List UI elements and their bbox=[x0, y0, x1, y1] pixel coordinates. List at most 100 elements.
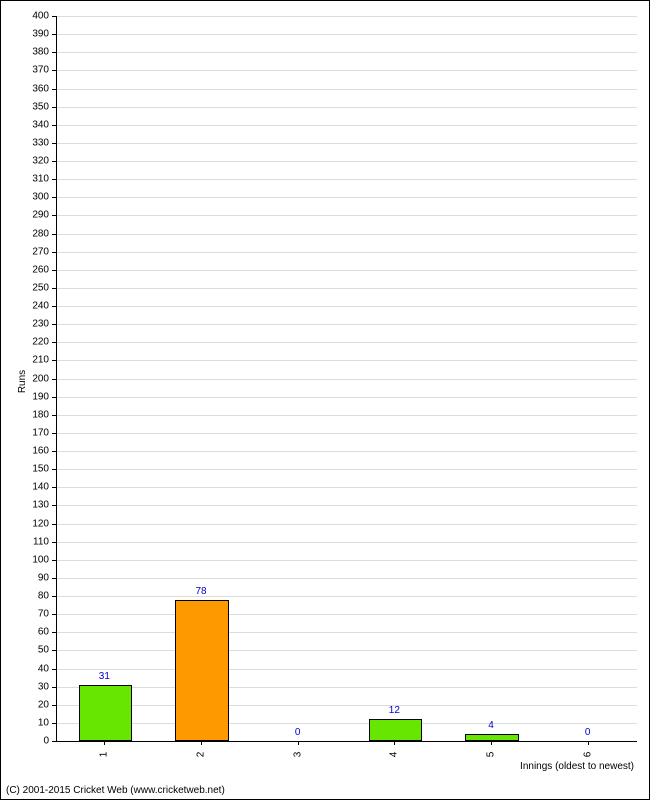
y-tick bbox=[52, 234, 56, 235]
y-tick bbox=[52, 469, 56, 470]
grid-line bbox=[57, 107, 637, 108]
y-tick-label: 330 bbox=[9, 137, 49, 148]
y-tick bbox=[52, 360, 56, 361]
y-tick-label: 280 bbox=[9, 228, 49, 239]
y-tick bbox=[52, 197, 56, 198]
bar bbox=[79, 685, 132, 741]
grid-line bbox=[57, 89, 637, 90]
y-tick bbox=[52, 161, 56, 162]
y-tick bbox=[52, 433, 56, 434]
y-tick bbox=[52, 16, 56, 17]
grid-line bbox=[57, 487, 637, 488]
y-tick-label: 50 bbox=[9, 645, 49, 656]
y-tick bbox=[52, 397, 56, 398]
y-tick bbox=[52, 669, 56, 670]
y-tick-label: 300 bbox=[9, 192, 49, 203]
y-tick-label: 0 bbox=[9, 736, 49, 747]
grid-line bbox=[57, 252, 637, 253]
grid-line bbox=[57, 324, 637, 325]
y-tick bbox=[52, 596, 56, 597]
y-tick bbox=[52, 687, 56, 688]
grid-line bbox=[57, 596, 637, 597]
y-tick bbox=[52, 306, 56, 307]
y-tick-label: 270 bbox=[9, 246, 49, 257]
grid-line bbox=[57, 524, 637, 525]
y-tick-label: 120 bbox=[9, 518, 49, 529]
grid-line bbox=[57, 397, 637, 398]
y-tick-label: 260 bbox=[9, 264, 49, 275]
y-tick bbox=[52, 524, 56, 525]
y-tick bbox=[52, 741, 56, 742]
y-tick-label: 340 bbox=[9, 119, 49, 130]
x-tick bbox=[588, 741, 589, 745]
y-tick-label: 150 bbox=[9, 464, 49, 475]
grid-line bbox=[57, 52, 637, 53]
y-tick bbox=[52, 705, 56, 706]
y-tick-label: 190 bbox=[9, 391, 49, 402]
y-tick bbox=[52, 632, 56, 633]
y-tick-label: 30 bbox=[9, 681, 49, 692]
y-tick bbox=[52, 143, 56, 144]
y-tick bbox=[52, 252, 56, 253]
y-tick bbox=[52, 107, 56, 108]
y-tick-label: 380 bbox=[9, 47, 49, 58]
y-tick bbox=[52, 125, 56, 126]
grid-line bbox=[57, 288, 637, 289]
y-tick-label: 200 bbox=[9, 373, 49, 384]
grid-line bbox=[57, 578, 637, 579]
bar-value-label: 31 bbox=[99, 671, 110, 682]
bar-value-label: 78 bbox=[195, 586, 206, 597]
x-tick bbox=[394, 741, 395, 745]
y-tick bbox=[52, 215, 56, 216]
grid-line bbox=[57, 379, 637, 380]
y-tick bbox=[52, 288, 56, 289]
bar bbox=[369, 719, 422, 741]
grid-line bbox=[57, 70, 637, 71]
grid-line bbox=[57, 433, 637, 434]
grid-line bbox=[57, 650, 637, 651]
y-tick-label: 160 bbox=[9, 446, 49, 457]
chart-container: Runs Innings (oldest to newest) (C) 2001… bbox=[0, 0, 650, 800]
grid-line bbox=[57, 705, 637, 706]
x-tick-label: 2 bbox=[196, 752, 207, 758]
y-tick bbox=[52, 451, 56, 452]
y-tick-label: 40 bbox=[9, 663, 49, 674]
y-tick-label: 170 bbox=[9, 427, 49, 438]
y-tick-label: 10 bbox=[9, 717, 49, 728]
y-tick-label: 320 bbox=[9, 156, 49, 167]
bar-value-label: 12 bbox=[389, 705, 400, 716]
x-tick-label: 6 bbox=[582, 752, 593, 758]
x-tick-label: 5 bbox=[486, 752, 497, 758]
y-tick-label: 80 bbox=[9, 591, 49, 602]
y-tick bbox=[52, 578, 56, 579]
x-tick bbox=[104, 741, 105, 745]
y-tick bbox=[52, 70, 56, 71]
x-tick bbox=[201, 741, 202, 745]
y-tick-label: 100 bbox=[9, 554, 49, 565]
y-tick-label: 250 bbox=[9, 282, 49, 293]
grid-line bbox=[57, 161, 637, 162]
y-tick bbox=[52, 505, 56, 506]
y-tick bbox=[52, 487, 56, 488]
grid-line bbox=[57, 179, 637, 180]
grid-line bbox=[57, 143, 637, 144]
x-tick-label: 3 bbox=[292, 752, 303, 758]
y-tick bbox=[52, 415, 56, 416]
y-tick bbox=[52, 650, 56, 651]
grid-line bbox=[57, 632, 637, 633]
x-tick-label: 1 bbox=[99, 752, 110, 758]
bar-value-label: 0 bbox=[585, 727, 591, 738]
grid-line bbox=[57, 560, 637, 561]
grid-line bbox=[57, 197, 637, 198]
y-tick-label: 60 bbox=[9, 627, 49, 638]
grid-line bbox=[57, 234, 637, 235]
y-tick bbox=[52, 542, 56, 543]
grid-line bbox=[57, 687, 637, 688]
grid-line bbox=[57, 669, 637, 670]
grid-line bbox=[57, 270, 637, 271]
y-tick-label: 310 bbox=[9, 174, 49, 185]
y-tick-label: 140 bbox=[9, 482, 49, 493]
y-tick-label: 110 bbox=[9, 536, 49, 547]
x-tick bbox=[491, 741, 492, 745]
y-tick-label: 90 bbox=[9, 572, 49, 583]
